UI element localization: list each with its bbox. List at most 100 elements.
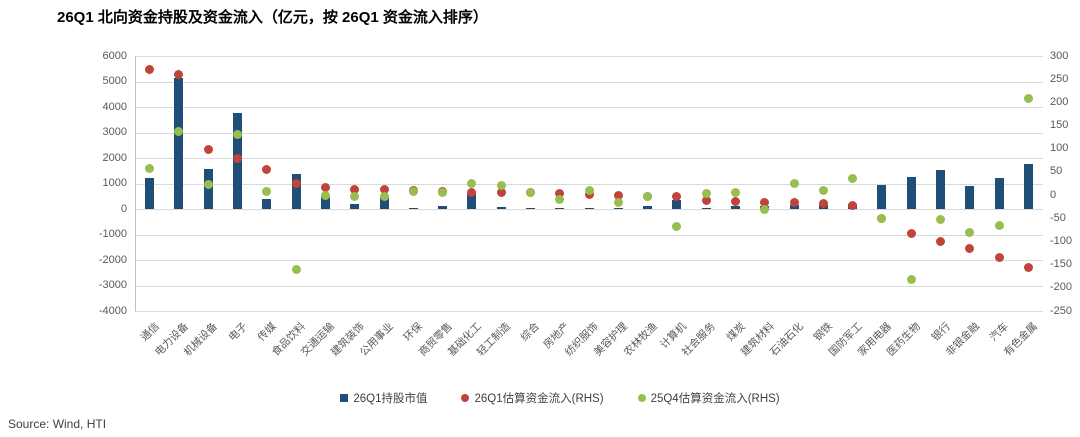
scatter-25q4-电子: [233, 130, 242, 140]
left-axis-tick-label: -3000: [98, 279, 127, 291]
bar-商贸零售: [438, 206, 447, 209]
left-axis-tick-label: -1000: [98, 228, 127, 240]
scatter-25q4-农林牧渔: [643, 192, 653, 201]
scatter-26q1-轻工制造: [496, 188, 506, 198]
scatter-26q1-汽车: [994, 252, 1004, 262]
scatter-25q4-通信: [145, 164, 155, 174]
scatter-25q4-医药生物: [906, 274, 916, 284]
scatter-25q4-家用电器: [877, 213, 887, 223]
scatter-26q1-基础化工: [467, 187, 477, 197]
scatter-26q1-建筑材料: [760, 198, 770, 207]
right-axis-tick-label: 200: [1050, 95, 1069, 108]
right-axis-tick-label: -100: [1050, 235, 1073, 247]
scatter-25q4-基础化工: [467, 178, 477, 188]
bar-环保: [408, 208, 418, 209]
right-axis-tick-label: 50: [1050, 165, 1063, 178]
left-axis-tick-label: 5000: [102, 75, 127, 87]
legend-bar-marker-icon: [340, 394, 349, 402]
scatter-25q4-传媒: [262, 187, 272, 197]
scatter-26q1-建筑装饰: [350, 184, 360, 194]
grid-line: [135, 285, 1043, 287]
legend-dot-marker-icon: [461, 394, 470, 402]
scatter-25q4-公用事业: [379, 192, 389, 202]
bar-食品饮料: [291, 173, 301, 209]
left-axis-tick-label: 2000: [102, 151, 127, 164]
bar-有色金属: [1023, 164, 1033, 209]
bar-社会服务: [701, 207, 711, 209]
scatter-25q4-银行: [936, 215, 945, 225]
grid-line: [135, 158, 1043, 159]
bar-通信: [145, 178, 155, 209]
scatter-25q4-汽车: [994, 220, 1004, 230]
right-axis-tick-label: -150: [1050, 258, 1073, 271]
grid-line: [135, 132, 1043, 134]
scatter-25q4-石油石化: [789, 178, 799, 188]
scatter-25q4-非银金融: [965, 228, 975, 238]
scatter-25q4-交通运输: [320, 191, 330, 201]
scatter-26q1-有色金属: [1023, 262, 1033, 272]
scatter-25q4-煤炭: [731, 188, 740, 198]
x-axis-label-电子: 电子: [226, 320, 250, 344]
scatter-25q4-国防军工: [848, 174, 858, 184]
grid-line: [135, 183, 1043, 185]
scatter-26q1-煤炭: [731, 197, 740, 207]
scatter-25q4-建筑材料: [760, 205, 770, 215]
scatter-26q1-医药生物: [906, 229, 916, 239]
bar-医药生物: [906, 177, 916, 209]
scatter-26q1-计算机: [672, 192, 682, 202]
scatter-26q1-钢铁: [818, 198, 828, 208]
left-axis-tick-label: 4000: [102, 100, 127, 113]
scatter-25q4-商贸零售: [438, 187, 447, 197]
bar-银行: [936, 169, 945, 209]
scatter-25q4-计算机: [672, 222, 682, 232]
scatter-26q1-电力设备: [174, 70, 184, 79]
legend-label: 25Q4估算资金流入(RHS): [650, 393, 780, 405]
scatter-25q4-食品饮料: [291, 264, 301, 274]
bar-综合: [525, 208, 535, 209]
scatter-26q1-电子: [233, 154, 242, 164]
bar-机械设备: [203, 169, 213, 209]
chart-title: 26Q1 北向资金持股及资金流入（亿元，按 26Q1 资金流入排序）: [57, 9, 488, 26]
scatter-26q1-非银金融: [965, 243, 975, 253]
scatter-26q1-公用事业: [379, 185, 389, 194]
bar-美容护理: [613, 208, 623, 209]
legend-label: 26Q1估算资金流入(RHS): [474, 393, 604, 405]
right-axis-tick-label: 0: [1050, 188, 1057, 201]
scatter-25q4-电力设备: [174, 127, 184, 137]
scatter-25q4-房地产: [555, 195, 565, 205]
right-axis-tick-label: -250: [1050, 304, 1073, 317]
y-axis-line: [135, 56, 136, 311]
source-note: Source: Wind, HTI: [8, 417, 107, 431]
bar-计算机: [672, 200, 682, 209]
bar-农林牧渔: [643, 205, 653, 209]
grid-line: [135, 234, 1043, 236]
scatter-26q1-美容护理: [613, 190, 623, 200]
scatter-26q1-房地产: [555, 188, 565, 198]
scatter-25q4-美容护理: [613, 198, 623, 207]
scatter-25q4-综合: [525, 188, 535, 198]
grid-line: [135, 56, 1043, 57]
legend-dot-marker-icon: [637, 394, 646, 402]
left-axis-tick-label: -2000: [98, 253, 127, 266]
bar-电力设备: [174, 77, 184, 209]
bar-煤炭: [731, 205, 740, 209]
right-axis-tick-label: -50: [1050, 211, 1066, 224]
scatter-26q1-银行: [936, 236, 945, 246]
left-axis-tick-label: 0: [120, 202, 127, 215]
bar-房地产: [555, 207, 565, 209]
bar-汽车: [994, 178, 1004, 209]
scatter-25q4-机械设备: [203, 180, 213, 190]
legend: 26Q1持股市值 26Q1估算资金流入(RHS) 25Q4估算资金流入(RHS): [100, 390, 1020, 406]
right-axis-tick-label: 250: [1050, 72, 1069, 85]
bar-基础化工: [467, 193, 477, 209]
grid-line: [135, 209, 1043, 210]
right-axis-tick-label: 100: [1050, 142, 1069, 155]
scatter-25q4-建筑装饰: [350, 192, 360, 201]
bar-公用事业: [379, 197, 389, 209]
grid-line: [135, 311, 1043, 312]
left-axis-tick-label: -4000: [98, 304, 127, 317]
scatter-26q1-机械设备: [203, 145, 213, 155]
scatter-26q1-食品饮料: [291, 179, 301, 188]
grid-line: [135, 81, 1043, 83]
bar-交通运输: [320, 197, 330, 209]
